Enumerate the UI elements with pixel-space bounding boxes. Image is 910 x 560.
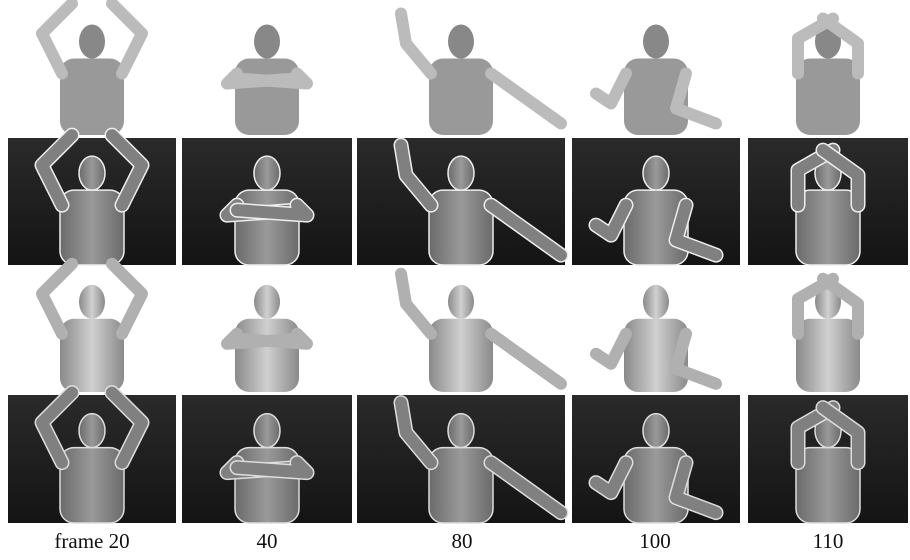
head: [448, 285, 474, 319]
head: [448, 414, 474, 448]
image-panel: [572, 395, 740, 523]
torso: [429, 190, 493, 265]
head: [643, 156, 669, 190]
head: [448, 156, 474, 190]
torso: [235, 190, 299, 265]
torso: [429, 59, 493, 136]
frame-caption: 40: [257, 529, 278, 553]
head: [643, 25, 669, 59]
head: [79, 25, 105, 59]
torso: [60, 59, 124, 136]
frame-caption: frame 20: [54, 529, 129, 553]
torso: [235, 448, 299, 523]
arm: [237, 463, 307, 473]
arm: [237, 334, 307, 344]
image-panel: [357, 138, 565, 265]
image-panel: [8, 135, 176, 265]
torso: [429, 448, 493, 523]
arm: [237, 205, 307, 215]
image-panel: [748, 138, 908, 265]
torso: [235, 319, 299, 392]
torso: [235, 59, 299, 136]
image-panel: [357, 5, 565, 135]
image-panel: [8, 4, 176, 136]
figure: frame 20 40 80 100 110: [0, 0, 910, 555]
image-panel: [182, 5, 352, 135]
image-panel: [182, 268, 352, 392]
image-panel: [357, 395, 565, 523]
image-panel: [8, 264, 176, 392]
image-panel: [357, 268, 565, 392]
torso: [796, 190, 860, 265]
torso: [796, 448, 860, 523]
frame-caption: 80: [452, 529, 473, 553]
image-panel: [748, 395, 908, 523]
arm: [237, 74, 307, 84]
image-panel: [572, 5, 740, 135]
page: frame 204080100110 (() => { const data =…: [0, 0, 910, 555]
frame-caption: 100: [639, 529, 671, 553]
image-panel: [8, 393, 176, 523]
torso: [796, 319, 860, 392]
image-panel: [748, 268, 908, 392]
head: [254, 285, 280, 319]
image-panel: [182, 395, 352, 523]
head: [254, 156, 280, 190]
head: [79, 156, 105, 190]
image-panel: [572, 138, 740, 265]
torso: [60, 448, 124, 523]
image-panel: [748, 5, 908, 135]
head: [643, 285, 669, 319]
frame-caption: 110: [813, 529, 844, 553]
image-panel: [182, 138, 352, 265]
head: [448, 25, 474, 59]
torso: [796, 59, 860, 136]
torso: [429, 319, 493, 392]
torso: [60, 319, 124, 392]
head: [79, 414, 105, 448]
torso: [60, 190, 124, 265]
head: [643, 414, 669, 448]
image-panel: [572, 268, 740, 392]
head: [254, 414, 280, 448]
head: [79, 285, 105, 319]
head: [254, 25, 280, 59]
